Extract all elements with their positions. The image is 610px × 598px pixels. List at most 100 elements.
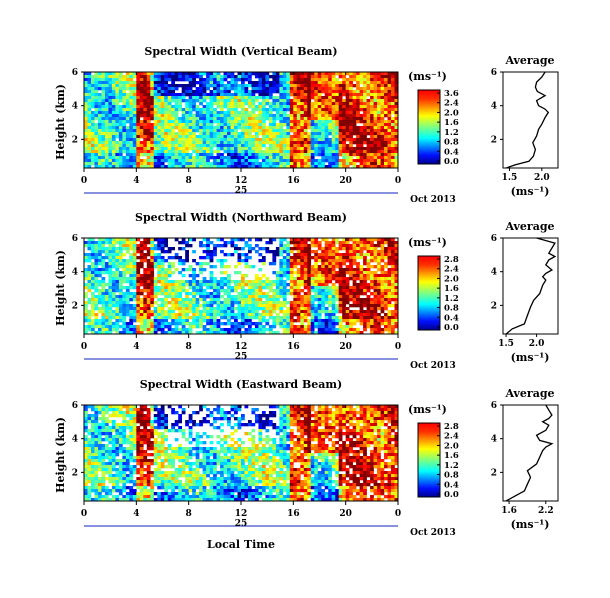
heatmap-cell: [132, 328, 137, 332]
heatmap-cell: [241, 141, 245, 145]
heatmap-cell: [122, 126, 127, 130]
heatmap-cell: [143, 123, 148, 127]
heatmap-cell: [104, 253, 109, 257]
heatmap-cell: [275, 295, 280, 299]
heatmap-cell: [254, 286, 259, 290]
heatmap-cell: [94, 316, 99, 320]
heatmap-cell: [118, 114, 123, 118]
heatmap-cell: [293, 328, 298, 332]
heatmap-cell: [178, 280, 182, 284]
heatmap-cell: [129, 292, 134, 296]
heatmap-cell: [206, 147, 210, 151]
heatmap-cell: [94, 123, 99, 127]
heatmap-cell: [373, 265, 378, 269]
heatmap-cell: [146, 159, 151, 163]
heatmap-cell: [185, 147, 189, 151]
heatmap-cell: [181, 78, 186, 82]
heatmap-cell: [244, 90, 249, 94]
heatmap-cell: [265, 162, 270, 166]
heatmap-cell: [146, 111, 151, 115]
heatmap-cell: [220, 156, 224, 160]
heatmap-cell: [132, 165, 137, 169]
heatmap-cell: [307, 331, 312, 335]
heatmap-cell: [230, 96, 235, 100]
heatmap-cell: [125, 111, 130, 115]
heatmap-cell: [296, 328, 301, 332]
heatmap-cell: [167, 165, 172, 169]
heatmap-cell: [234, 105, 238, 109]
heatmap-cell: [370, 147, 374, 151]
heatmap-cell: [171, 135, 176, 139]
heatmap-cell: [160, 304, 165, 308]
heatmap-cell: [195, 304, 200, 308]
heatmap-cell: [289, 123, 294, 127]
heatmap-cell: [296, 93, 301, 97]
heatmap-cell: [265, 250, 270, 254]
heatmap-cell: [94, 283, 99, 287]
heatmap-cell: [258, 292, 263, 296]
heatmap-cell: [188, 144, 193, 148]
heatmap-cell: [206, 331, 210, 335]
heatmap-cell: [139, 78, 144, 82]
heatmap-cell: [345, 325, 350, 329]
heatmap-cell: [324, 241, 329, 245]
heatmap-cell: [153, 286, 158, 290]
heatmap-cell: [338, 144, 343, 148]
heatmap-cell: [254, 129, 259, 133]
heatmap-cell: [258, 286, 263, 290]
heatmap-cell: [338, 262, 343, 266]
heatmap-cell: [136, 108, 141, 112]
heatmap-cell: [136, 147, 141, 151]
heatmap-cell: [122, 165, 127, 169]
heatmap-cell: [286, 253, 291, 257]
heatmap-cell: [118, 120, 123, 124]
heatmap-cell: [335, 289, 339, 293]
heatmap-cell: [307, 144, 312, 148]
heatmap-cell: [300, 120, 305, 124]
heatmap-cell: [206, 319, 210, 323]
heatmap-cell: [90, 325, 95, 329]
heatmap-cell: [108, 250, 113, 254]
heatmap-cell: [303, 292, 308, 296]
heatmap-cell: [265, 277, 270, 281]
heatmap-cell: [324, 253, 329, 257]
heatmap-cell: [300, 108, 305, 112]
heatmap-cell: [307, 244, 312, 248]
heatmap-cell: [209, 250, 214, 254]
heatmap-cell: [244, 316, 249, 320]
heatmap-cell: [220, 238, 224, 242]
heatmap-cell: [132, 135, 137, 139]
heatmap-cell: [220, 75, 224, 79]
heatmap-cell: [261, 96, 266, 100]
heatmap-cell: [139, 111, 144, 115]
heatmap-cell: [247, 96, 252, 100]
heatmap-cell: [377, 265, 381, 269]
heatmap-cell: [317, 72, 322, 76]
heatmap-cell: [150, 283, 155, 287]
heatmap-cell: [136, 165, 141, 169]
heatmap-cell: [230, 75, 235, 79]
heatmap-cell: [101, 132, 106, 136]
heatmap-cell: [370, 159, 374, 163]
heatmap-cell: [342, 325, 346, 329]
heatmap-cell: [101, 244, 106, 248]
heatmap-cell: [282, 310, 287, 314]
heatmap-cell: [115, 123, 120, 127]
heatmap-cell: [328, 289, 333, 293]
heatmap-cell: [338, 247, 343, 251]
heatmap-cell: [265, 90, 270, 94]
heatmap-cell: [206, 304, 210, 308]
heatmap-cell: [209, 165, 214, 169]
heatmap-cell: [104, 120, 109, 124]
heatmap-cell: [136, 117, 141, 121]
heatmap-cell: [237, 331, 242, 335]
heatmap-cell: [185, 126, 189, 130]
x-tick-label: 16: [287, 176, 300, 186]
heatmap-cell: [132, 307, 137, 311]
heatmap-cell: [87, 289, 92, 293]
heatmap-cell: [272, 138, 277, 142]
heatmap-cell: [349, 141, 353, 145]
heatmap-cell: [366, 114, 371, 118]
heatmap-cell: [188, 135, 193, 139]
